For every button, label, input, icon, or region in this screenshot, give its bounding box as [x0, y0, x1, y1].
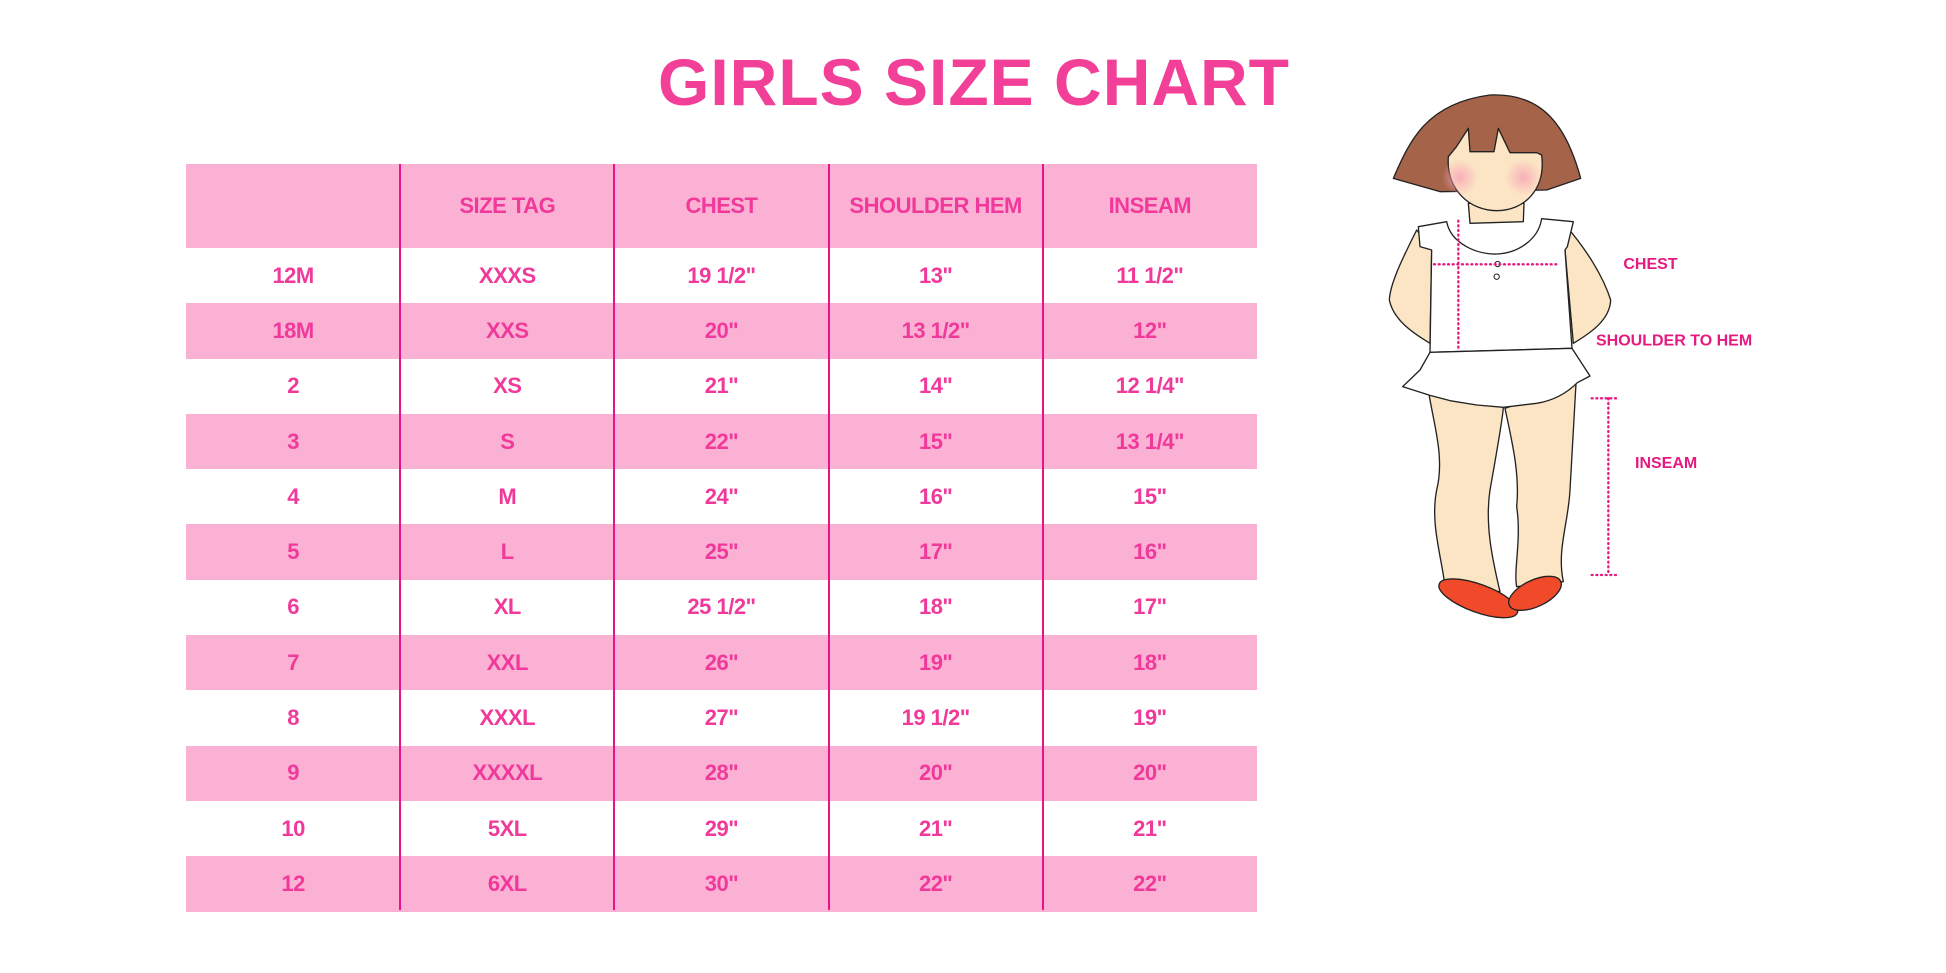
table-cell: 19 1/2" — [687, 262, 756, 288]
table-cell: 15" — [1133, 483, 1167, 509]
page-title: GIRLS SIZE CHART — [657, 45, 1290, 119]
table-cell: 14" — [918, 373, 953, 399]
right-leg — [1504, 382, 1577, 588]
table-cell: L — [500, 539, 514, 565]
table-cell: 17" — [1133, 594, 1167, 620]
table-cell: M — [498, 483, 517, 509]
table-row: 12 6XL 30" 22" 22" — [186, 856, 1257, 912]
table-cell: 6XL — [487, 870, 527, 896]
table-row: 9 XXXXL 28" 20" 20" — [186, 745, 1257, 801]
table-cell: XL — [493, 594, 522, 620]
table-row: 2 XS 21" 14" 12 1/4" — [186, 359, 1257, 414]
table-cell: 8 — [287, 705, 299, 731]
table-cell: 20" — [918, 760, 953, 786]
table-cell: 30" — [704, 870, 739, 896]
column-divider — [1042, 164, 1044, 910]
table-cell: 26" — [704, 649, 739, 675]
table-cell: 25" — [704, 539, 739, 565]
table-cell: 16" — [1133, 539, 1167, 565]
table-cell: 5 — [287, 539, 299, 565]
table-cell: 7 — [287, 649, 299, 675]
table-cell: 3 — [287, 428, 299, 454]
table-cell: 21" — [704, 373, 739, 399]
header-cell: CHEST — [685, 193, 758, 218]
chest-label: CHEST — [1623, 256, 1677, 273]
table-cell: 11 1/2" — [1116, 262, 1184, 288]
table-cell: 22" — [1133, 870, 1167, 896]
table-cell: 13 1/2" — [901, 317, 971, 343]
table-cell: 18M — [272, 317, 314, 343]
table-cell: 12 1/4" — [1115, 373, 1185, 399]
table-cell: 29" — [704, 815, 739, 841]
table-cell: S — [500, 428, 515, 454]
table-row: 8 XXXL 27" 19 1/2" 19" — [186, 690, 1257, 745]
table-cell: 15" — [918, 428, 953, 454]
table-row: 4 M 24" 16" 15" — [186, 469, 1257, 524]
table-cell: 12M — [272, 262, 314, 288]
table-cell: 2 — [287, 373, 299, 399]
table-cell: 19" — [918, 649, 953, 675]
girl-measurement-illustration: CHEST SHOULDER TO HEM INSEAM — [1388, 94, 1752, 619]
table-cell: 18" — [1133, 649, 1167, 675]
table-row: 3 S 22" 15" 13 1/4" — [186, 413, 1257, 470]
table-cell: 20" — [1133, 760, 1167, 786]
table-cell: 5XL — [487, 815, 527, 841]
table-cell: XS — [493, 373, 522, 399]
table-cell: 24" — [704, 483, 739, 509]
table-cell: 16" — [918, 483, 953, 509]
column-divider — [828, 164, 830, 910]
right-arm — [1564, 226, 1612, 344]
table-cell: 22" — [704, 428, 739, 454]
table-cell: XXL — [486, 649, 529, 675]
table-cell: 20" — [704, 317, 739, 343]
table-cell: 4 — [287, 483, 299, 509]
shoulder-to-hem-label: SHOULDER TO HEM — [1596, 333, 1752, 350]
table-cell: 21" — [918, 815, 953, 841]
size-table: SIZE TAG CHEST SHOULDER HEM INSEAM 12M XX… — [186, 164, 1257, 912]
table-cell: 22" — [918, 870, 953, 896]
table-cell: 25 1/2" — [687, 594, 756, 620]
table-cell: 6 — [287, 594, 299, 620]
table-cell: XXXXL — [472, 760, 543, 786]
table-cell: XXXS — [478, 262, 536, 288]
right-shoe — [1508, 575, 1562, 612]
table-cell: 18" — [918, 594, 953, 620]
table-row: 10 5XL 29" 21" 21" — [186, 801, 1257, 856]
header-cell: SHOULDER HEM — [849, 193, 1022, 218]
shirt-button — [1493, 273, 1500, 280]
table-cell: 28" — [704, 760, 739, 786]
table-cell: 17" — [918, 539, 953, 565]
table-cell: XXS — [486, 317, 529, 343]
header-cell: INSEAM — [1108, 193, 1192, 218]
table-row: 18M XXS 20" 13 1/2" 12" — [186, 303, 1257, 359]
header-cell: SIZE TAG — [459, 193, 556, 218]
right-cheek — [1505, 159, 1542, 196]
bloomers — [1402, 347, 1591, 408]
table-row: 5 L 25" 17" 16" — [186, 524, 1257, 580]
table-cell: 13" — [918, 262, 953, 288]
table-cell: 19" — [1133, 705, 1167, 731]
shirt — [1417, 218, 1574, 353]
table-cell: 10 — [281, 815, 305, 841]
table-row: 6 XL 25 1/2" 18" 17" — [186, 580, 1257, 635]
table-cell: 21" — [1133, 815, 1167, 841]
inseam-label: INSEAM — [1635, 455, 1697, 472]
table-row: 12M XXXS 19 1/2" 13" 11 1/2" — [186, 248, 1257, 303]
table-cell: 13 1/4" — [1115, 428, 1185, 454]
left-cheek — [1441, 159, 1479, 196]
column-divider — [613, 164, 615, 910]
table-cell: 12 — [281, 870, 305, 896]
table-header-row: SIZE TAG CHEST SHOULDER HEM INSEAM — [186, 164, 1257, 248]
table-cell: 19 1/2" — [901, 705, 971, 731]
table-cell: 27" — [704, 705, 739, 731]
left-arm — [1388, 229, 1433, 344]
table-cell: 12" — [1133, 317, 1167, 343]
column-divider — [399, 164, 401, 910]
table-cell: XXXL — [479, 705, 536, 731]
left-shoe — [1438, 578, 1519, 619]
table-row: 7 XXL 26" 19" 18" — [186, 635, 1257, 691]
left-leg — [1427, 389, 1504, 593]
table-cell: 9 — [287, 760, 299, 786]
